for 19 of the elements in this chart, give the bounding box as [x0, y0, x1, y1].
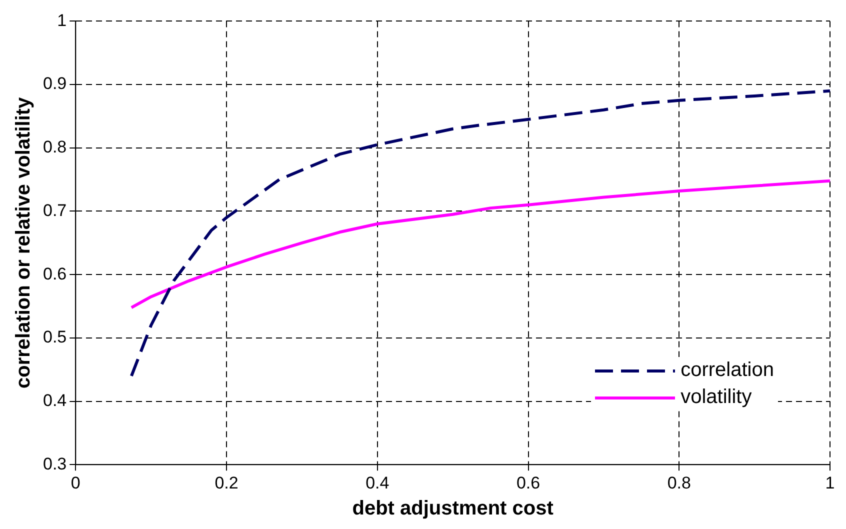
- x-axis-title: debt adjustment cost: [352, 498, 554, 520]
- x-tick-label: 0.8: [667, 473, 691, 492]
- x-tick-label: 0: [70, 473, 80, 492]
- y-tick-label: 0.5: [42, 328, 67, 347]
- line-series: [130, 89, 830, 378]
- x-tick-label: 1: [825, 473, 835, 492]
- x-tick-label: 0.4: [366, 473, 390, 492]
- y-tick-label: 1: [57, 10, 67, 30]
- legend-label: volatility: [680, 386, 752, 409]
- y-tick-label: 0.9: [42, 74, 67, 94]
- y-tick-label: 0.8: [42, 138, 67, 157]
- y-axis-title: correlation or relative volatility: [12, 96, 35, 389]
- x-tick-label: 0.6: [516, 473, 540, 492]
- y-tick-label: 0.6: [42, 264, 67, 284]
- y-tick-label: 0.4: [42, 390, 67, 410]
- y-tick-label: 0.7: [42, 200, 67, 220]
- legend-label: correlation: [680, 359, 774, 382]
- y-tick-label: 0.3: [42, 454, 67, 474]
- x-tick-label: 0.2: [214, 473, 238, 492]
